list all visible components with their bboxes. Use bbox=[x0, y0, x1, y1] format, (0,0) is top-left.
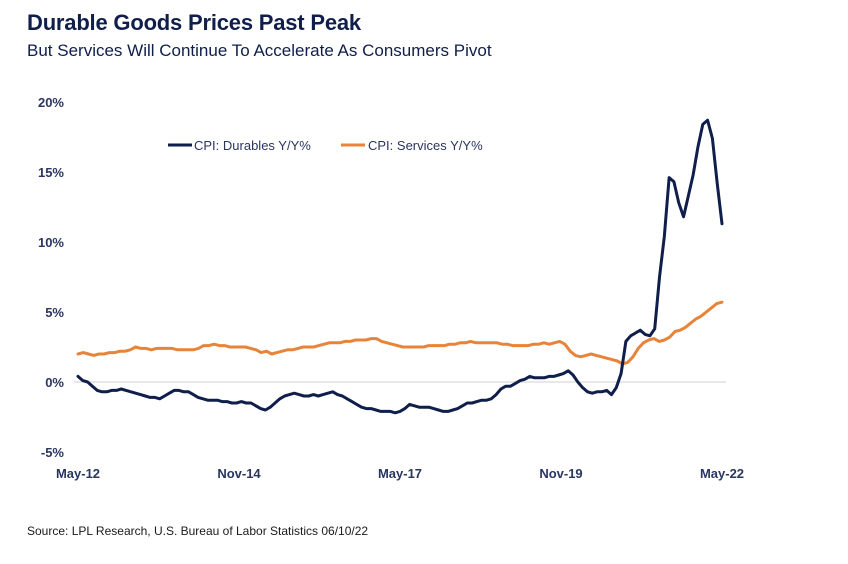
y-tick-label: 0% bbox=[45, 375, 64, 390]
x-tick-label: Nov-19 bbox=[539, 466, 582, 481]
chart-title: Durable Goods Prices Past Peak bbox=[27, 10, 361, 35]
series-group bbox=[76, 118, 724, 415]
legend: CPI: Durables Y/Y% CPI: Services Y/Y% bbox=[168, 138, 483, 153]
y-tick-label: -5% bbox=[41, 445, 65, 460]
x-tick-label: May-22 bbox=[700, 466, 744, 481]
series-line-services bbox=[76, 300, 724, 366]
chart-subtitle: But Services Will Continue To Accelerate… bbox=[27, 41, 492, 60]
y-tick-label: 10% bbox=[38, 235, 64, 250]
y-tick-label: 20% bbox=[38, 95, 64, 110]
x-axis: May-12 Nov-14 May-17 Nov-19 May-22 bbox=[56, 466, 744, 481]
series-line-durables bbox=[76, 118, 724, 415]
y-tick-label: 5% bbox=[45, 305, 64, 320]
legend-label-services: CPI: Services Y/Y% bbox=[368, 138, 483, 153]
x-tick-label: May-17 bbox=[378, 466, 422, 481]
y-tick-label: 15% bbox=[38, 165, 64, 180]
x-tick-label: May-12 bbox=[56, 466, 100, 481]
source-note: Source: LPL Research, U.S. Bureau of Lab… bbox=[27, 524, 369, 538]
legend-label-durables: CPI: Durables Y/Y% bbox=[194, 138, 311, 153]
x-tick-label: Nov-14 bbox=[217, 466, 261, 481]
y-axis: -5% 0% 5% 10% 15% 20% bbox=[38, 95, 64, 460]
